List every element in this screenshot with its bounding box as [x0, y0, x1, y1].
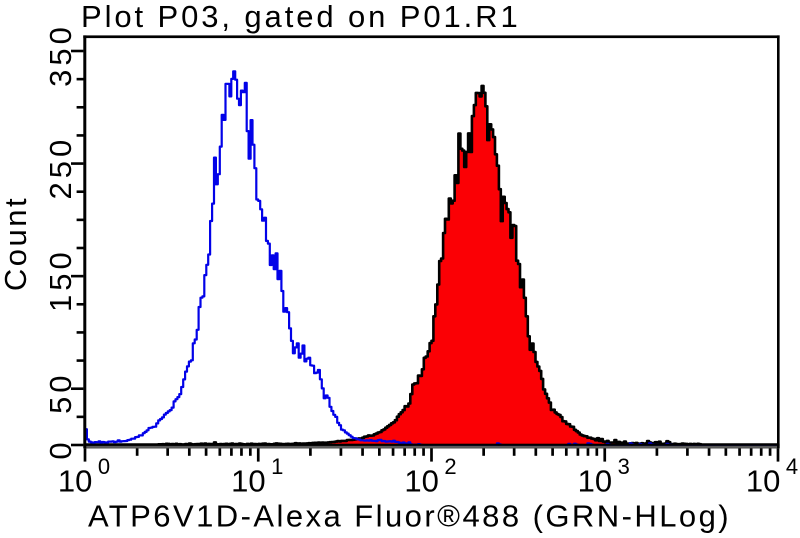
svg-text:Plot P03, gated on P01.R1: Plot P03, gated on P01.R1: [81, 0, 521, 34]
svg-text:250: 250: [43, 136, 78, 200]
svg-text:350: 350: [43, 23, 78, 87]
svg-text:50: 50: [43, 371, 78, 413]
svg-text:0: 0: [43, 438, 78, 459]
svg-text:Count: Count: [0, 196, 33, 291]
svg-text:150: 150: [43, 248, 78, 312]
svg-text:ATP6V1D-Alexa Fluor®488 (GRN-H: ATP6V1D-Alexa Fluor®488 (GRN-HLog): [88, 499, 731, 534]
